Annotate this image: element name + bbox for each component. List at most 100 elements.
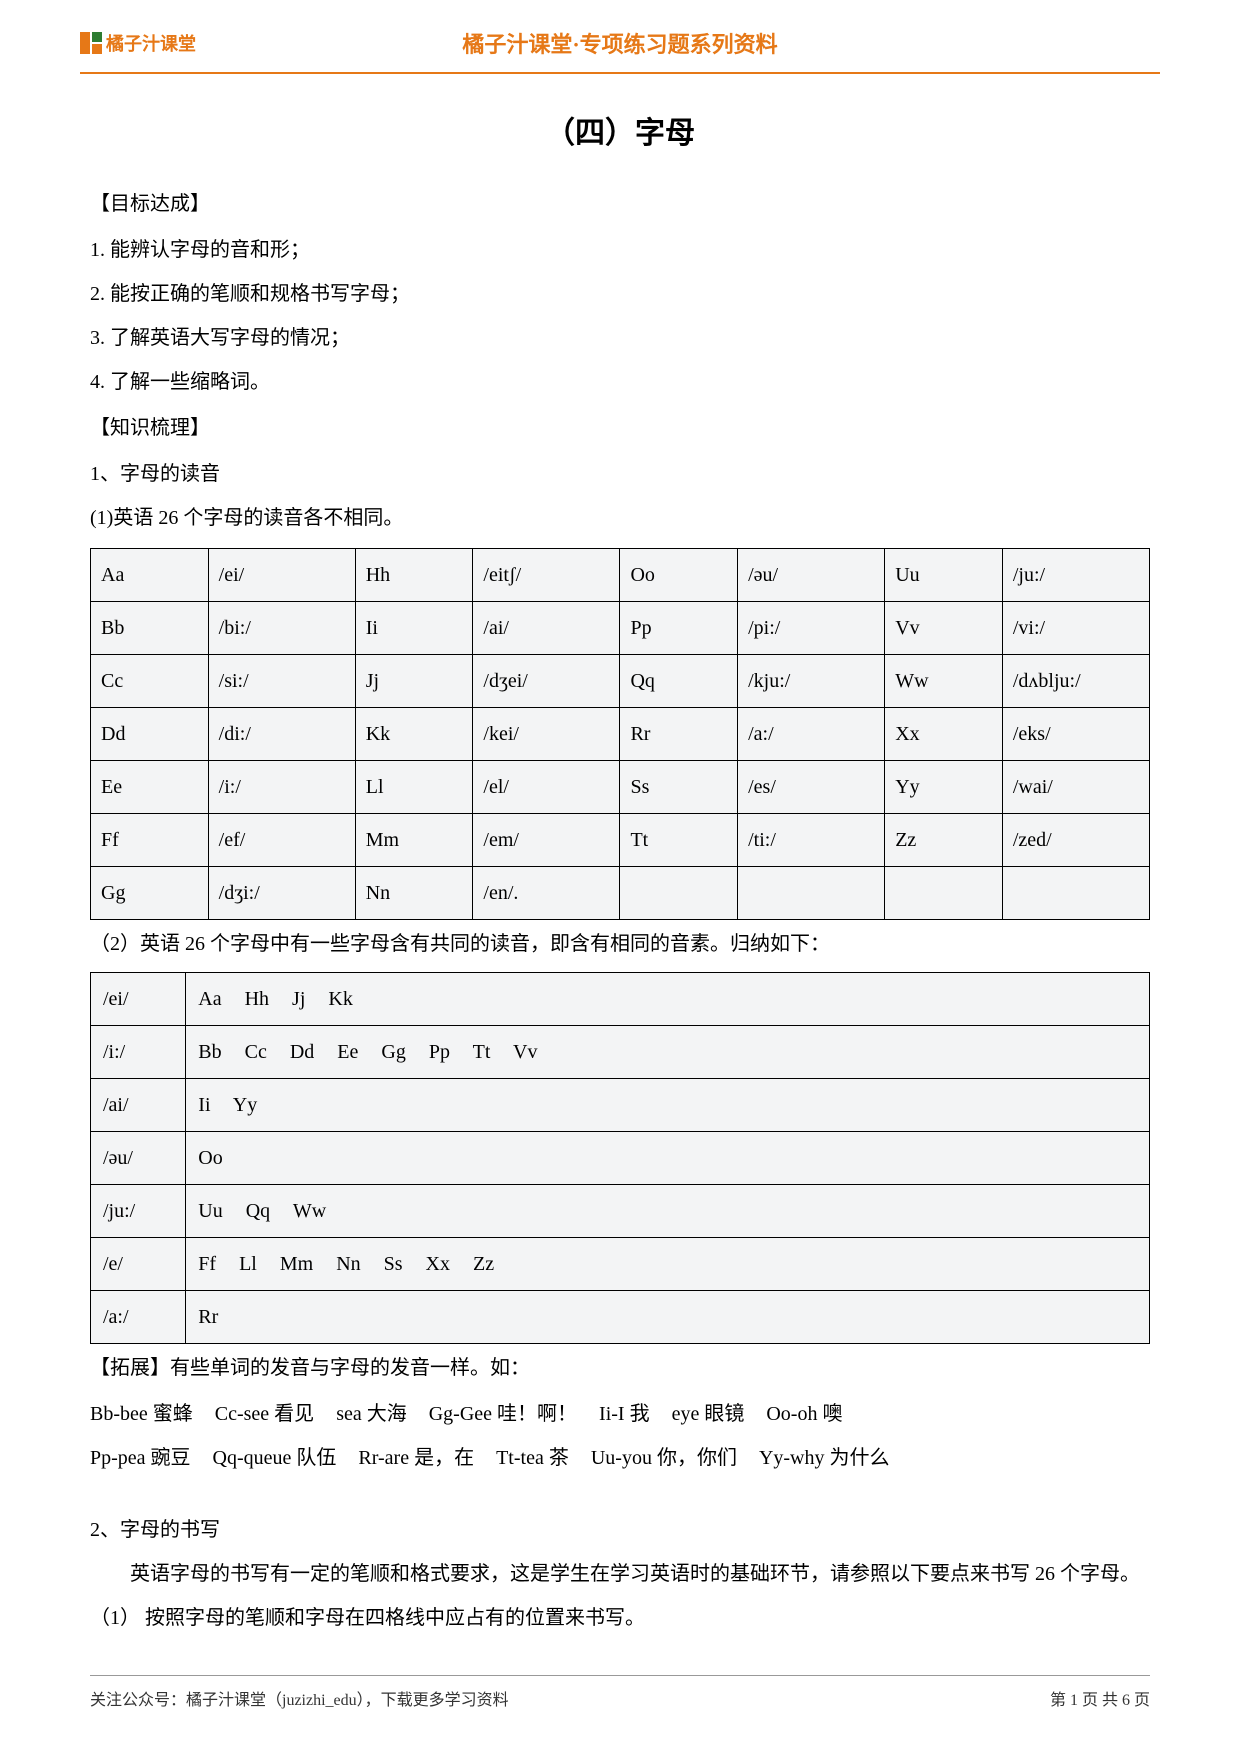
sound-cell: /əu/ [738, 549, 885, 602]
extension-line-1: Bb-bee 蜜蜂 Cc-see 看见 sea 大海 Gg-Gee 哇！啊！ Ii-I … [90, 1392, 1150, 1436]
goals-heading: 【目标达成】 [90, 184, 1150, 224]
sound-cell: /si:/ [208, 655, 355, 708]
letter-cell: Mm [355, 814, 473, 867]
sound-cell: /eitʃ/ [473, 549, 620, 602]
extension-item: Pp-pea 豌豆 [90, 1447, 191, 1469]
phoneme-cell: /ai/ [91, 1079, 186, 1132]
footer-left: 关注公众号：橘子汁课堂（juzizhi_edu），下载更多学习资料 [90, 1686, 509, 1710]
extension-item: Cc-see 看见 [215, 1403, 314, 1425]
letter-cell: Gg [91, 867, 209, 920]
logo: 橘子汁课堂 [80, 30, 196, 56]
sound-cell [738, 867, 885, 920]
letter-cell: Xx [885, 708, 1003, 761]
sound-cell: /vi:/ [1002, 602, 1149, 655]
phoneme-cell: /e/ [91, 1238, 186, 1291]
table-row: /e/Ff Ll Mm Nn Ss Xx Zz [91, 1238, 1150, 1291]
letter-cell: Ss [620, 761, 738, 814]
sound-cell: /dʒi:/ [208, 867, 355, 920]
sound-cell: /en/. [473, 867, 620, 920]
logo-text: 橘子汁课堂 [106, 30, 196, 56]
page-footer: 关注公众号：橘子汁课堂（juzizhi_edu），下载更多学习资料 第 1 页 … [0, 1675, 1240, 1710]
letter-cell: Aa [91, 549, 209, 602]
sound-cell: /zed/ [1002, 814, 1149, 867]
extension-item: Oo-oh 噢 [766, 1403, 842, 1425]
phoneme-table: /ei/Aa Hh Jj Kk/i:/Bb Cc Dd Ee Gg Pp Tt … [90, 972, 1150, 1344]
sound-cell: /i:/ [208, 761, 355, 814]
sound-cell: /es/ [738, 761, 885, 814]
sound-cell: /dʌblju:/ [1002, 655, 1149, 708]
letter-cell: Ii [355, 602, 473, 655]
letters-cell: Aa Hh Jj Kk [186, 973, 1150, 1026]
content-body: （四）字母 【目标达成】 1. 能辨认字母的音和形；2. 能按正确的笔顺和规格书… [0, 74, 1240, 1638]
table-row: /ju:/Uu Qq Ww [91, 1185, 1150, 1238]
sound-cell: /kju:/ [738, 655, 885, 708]
goal-item: 4. 了解一些缩略词。 [90, 362, 1150, 402]
letter-cell: Yy [885, 761, 1003, 814]
table-row: /a:/Rr [91, 1291, 1150, 1344]
phoneme-cell: /əu/ [91, 1132, 186, 1185]
letter-cell: Dd [91, 708, 209, 761]
table-row: Gg/dʒi:/Nn/en/. [91, 867, 1150, 920]
letters-cell: Uu Qq Ww [186, 1185, 1150, 1238]
extension-item: Rr-are 是，在 [358, 1447, 474, 1469]
table-row: Ff/ef/Mm/em/Tt/ti:/Zz/zed/ [91, 814, 1150, 867]
letter-cell: Ww [885, 655, 1003, 708]
sound-cell: /pi:/ [738, 602, 885, 655]
writing-para: 英语字母的书写有一定的笔顺和格式要求，这是学生在学习英语时的基础环节，请参照以下… [90, 1554, 1150, 1594]
sound-cell: /eks/ [1002, 708, 1149, 761]
letter-cell: Tt [620, 814, 738, 867]
table-row: Bb/bi:/Ii/ai/Pp/pi:/Vv/vi:/ [91, 602, 1150, 655]
logo-icon [80, 32, 102, 54]
footer-row: 关注公众号：橘子汁课堂（juzizhi_edu），下载更多学习资料 第 1 页 … [90, 1686, 1150, 1710]
sound-cell: /kei/ [473, 708, 620, 761]
table-row: Dd/di:/Kk/kei/Rr/a:/Xx/eks/ [91, 708, 1150, 761]
phoneme-cell: /i:/ [91, 1026, 186, 1079]
extension-item: Ii-I 我 [599, 1403, 650, 1425]
table-row: /əu/Oo [91, 1132, 1150, 1185]
letter-cell: Qq [620, 655, 738, 708]
sound-cell: /a:/ [738, 708, 885, 761]
table-row: /ai/Ii Yy [91, 1079, 1150, 1132]
table-row: Aa/ei/Hh/eitʃ/Oo/əu/Uu/ju:/ [91, 549, 1150, 602]
knowledge-sub1: 1、字母的读音 [90, 454, 1150, 494]
phoneme-cell: /ei/ [91, 973, 186, 1026]
table-row: /i:/Bb Cc Dd Ee Gg Pp Tt Vv [91, 1026, 1150, 1079]
letter-cell: Vv [885, 602, 1003, 655]
sound-cell [1002, 867, 1149, 920]
page-title: （四）字母 [90, 104, 1150, 164]
extension-item: Gg-Gee 哇！啊！ [429, 1403, 577, 1425]
extension-item: Yy-why 为什么 [759, 1447, 890, 1469]
letter-cell: Bb [91, 602, 209, 655]
footer-rule [90, 1675, 1150, 1676]
table-row: Ee/i:/Ll/el/Ss/es/Yy/wai/ [91, 761, 1150, 814]
sound-cell: /em/ [473, 814, 620, 867]
goal-item: 1. 能辨认字母的音和形； [90, 230, 1150, 270]
knowledge-sub1-note: (1)英语 26 个字母的读音各不相同。 [90, 498, 1150, 538]
sound-cell: /wai/ [1002, 761, 1149, 814]
extension-item: sea 大海 [336, 1403, 407, 1425]
extension-item: Bb-bee 蜜蜂 [90, 1403, 193, 1425]
sound-cell: /ef/ [208, 814, 355, 867]
note2: （2）英语 26 个字母中有一些字母含有共同的读音，即含有相同的音素。归纳如下： [90, 924, 1150, 964]
letters-cell: Oo [186, 1132, 1150, 1185]
writing-item1: （1） 按照字母的笔顺和字母在四格线中应占有的位置来书写。 [90, 1598, 1150, 1638]
extension-item: Tt-tea 茶 [496, 1447, 569, 1469]
letters-cell: Rr [186, 1291, 1150, 1344]
goals-list: 1. 能辨认字母的音和形；2. 能按正确的笔顺和规格书写字母；3. 了解英语大写… [90, 230, 1150, 402]
phoneme-cell: /ju:/ [91, 1185, 186, 1238]
letter-cell [885, 867, 1003, 920]
extension-line-2: Pp-pea 豌豆Qq-queue 队伍Rr-are 是，在Tt-tea 茶Uu… [90, 1436, 1150, 1480]
goal-item: 2. 能按正确的笔顺和规格书写字母； [90, 274, 1150, 314]
extension-heading: 【拓展】有些单词的发音与字母的发音一样。如： [90, 1348, 1150, 1388]
header-center-title: 橘子汁课堂·专项练习题系列资料 [462, 27, 777, 59]
letter-cell: Ee [91, 761, 209, 814]
letter-cell: Ll [355, 761, 473, 814]
phoneme-cell: /a:/ [91, 1291, 186, 1344]
letter-cell: Nn [355, 867, 473, 920]
letter-cell: Cc [91, 655, 209, 708]
sound-cell: /di:/ [208, 708, 355, 761]
table-row: /ei/Aa Hh Jj Kk [91, 973, 1150, 1026]
letter-cell: Kk [355, 708, 473, 761]
sound-cell: /bi:/ [208, 602, 355, 655]
letter-cell: Oo [620, 549, 738, 602]
